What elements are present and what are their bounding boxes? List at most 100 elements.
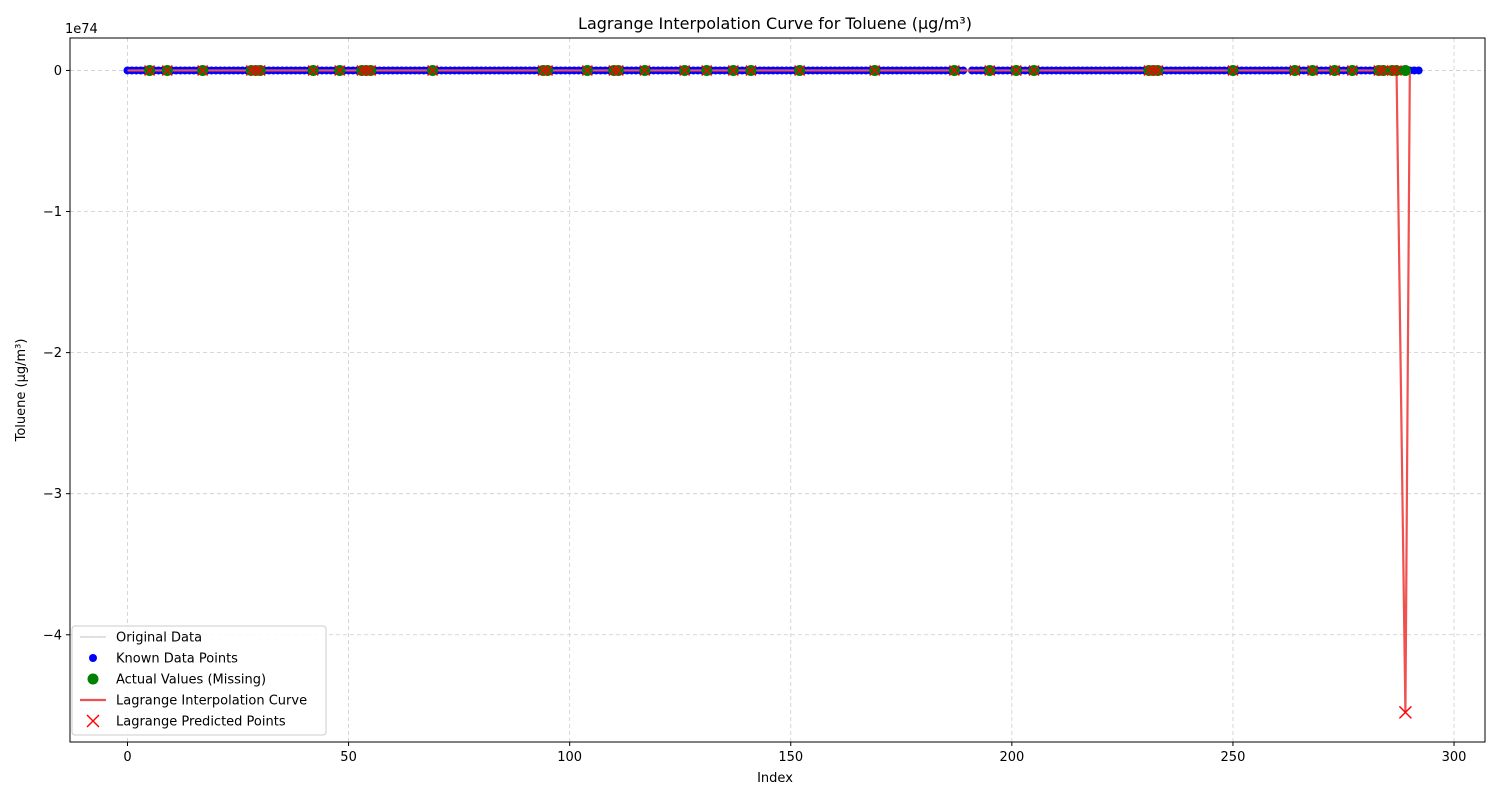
predicted-point <box>1346 64 1358 76</box>
predicted-point <box>365 64 377 76</box>
legend-label: Known Data Points <box>116 652 238 667</box>
predicted-point <box>1329 64 1341 76</box>
predicted-x-stroke <box>365 64 377 76</box>
predicted-point <box>254 64 266 76</box>
predicted-x-stroke <box>1377 64 1389 76</box>
predicted-point <box>1373 64 1385 76</box>
predicted-point <box>612 64 624 76</box>
legend-label: Actual Values (Missing) <box>116 673 266 688</box>
actual-value-point <box>1399 64 1411 76</box>
predicted-x-stroke <box>250 64 262 76</box>
predicted-x-stroke <box>254 64 266 76</box>
predicted-x-stroke <box>1398 705 1412 719</box>
predicted-point <box>1386 64 1398 76</box>
predicted-x-stroke <box>1373 64 1385 76</box>
predicted-point <box>1147 64 1159 76</box>
predicted-x-stroke <box>679 64 691 76</box>
y-axis-label: Toluene (µg/m³) <box>14 339 29 443</box>
predicted-point <box>745 64 757 76</box>
x-tick-label: 200 <box>999 750 1024 765</box>
predicted-x-stroke <box>701 64 713 76</box>
predicted-x-stroke <box>542 64 554 76</box>
predicted-x-stroke <box>1289 64 1301 76</box>
predicted-x-stroke <box>144 64 156 76</box>
predicted-x-stroke <box>1307 64 1319 76</box>
predicted-point <box>1377 64 1389 76</box>
predicted-x-stroke <box>581 64 593 76</box>
predicted-point <box>679 64 691 76</box>
predicted-x-stroke <box>984 64 996 76</box>
y-tick-label: −3 <box>43 487 62 502</box>
predicted-x-stroke <box>1346 64 1358 76</box>
predicted-x-stroke <box>1143 64 1155 76</box>
predicted-point <box>1010 64 1022 76</box>
legend-label: Lagrange Predicted Points <box>116 715 286 730</box>
x-tick-label: 150 <box>778 750 803 765</box>
predicted-x-stroke <box>608 64 620 76</box>
predicted-x-stroke <box>1329 64 1341 76</box>
predicted-x-stroke <box>794 64 806 76</box>
predicted-x-stroke <box>197 64 209 76</box>
legend-marker-actual <box>87 673 99 685</box>
predicted-point <box>360 64 372 76</box>
predicted-x-stroke <box>537 64 549 76</box>
y-axis-ticks: 0 −1 −2 −3 −4 <box>43 64 70 643</box>
predicted-x-stroke <box>1152 64 1164 76</box>
predicted-x-stroke <box>1227 64 1239 76</box>
legend-marker-known <box>89 654 97 662</box>
predicted-x-stroke <box>745 64 757 76</box>
x-tick-label: 300 <box>1442 750 1467 765</box>
predicted-x-stroke <box>307 64 319 76</box>
predicted-point <box>701 64 713 76</box>
data-series <box>123 64 1423 719</box>
predicted-point <box>1227 64 1239 76</box>
x-tick-label: 50 <box>340 750 357 765</box>
predicted-point <box>794 64 806 76</box>
predicted-point <box>1289 64 1301 76</box>
predicted-point <box>1152 64 1164 76</box>
predicted-point <box>537 64 549 76</box>
predicted-x-stroke <box>427 64 439 76</box>
predicted-point <box>334 64 346 76</box>
predicted-x-stroke <box>1386 64 1398 76</box>
lagrange-curve-line <box>127 69 1411 713</box>
predicted-point <box>307 64 319 76</box>
legend-label: Original Data <box>116 631 202 646</box>
chart-title: Lagrange Interpolation Curve for Toluene… <box>578 14 972 33</box>
predicted-point <box>984 64 996 76</box>
predicted-point <box>197 64 209 76</box>
predicted-x-stroke <box>360 64 372 76</box>
x-axis-ticks: 0 50 100 150 200 250 300 <box>123 742 1466 765</box>
predicted-point <box>1307 64 1319 76</box>
y-tick-label: −1 <box>43 205 62 220</box>
predicted-x-stroke <box>612 64 624 76</box>
predicted-x-stroke <box>161 64 173 76</box>
legend-marker-predicted <box>86 714 100 728</box>
predicted-point <box>1028 64 1040 76</box>
predicted-point <box>144 64 156 76</box>
predicted-point <box>427 64 439 76</box>
x-axis-label: Index <box>757 771 793 786</box>
predicted-point <box>161 64 173 76</box>
predicted-point <box>581 64 593 76</box>
predicted-x-stroke <box>1028 64 1040 76</box>
predicted-x-stroke <box>948 64 960 76</box>
legend-label: Lagrange Interpolation Curve <box>116 694 307 709</box>
predicted-point <box>542 64 554 76</box>
y-tick-label: −2 <box>43 346 62 361</box>
predicted-x-stroke <box>334 64 346 76</box>
predicted-point <box>356 64 368 76</box>
predicted-point <box>639 64 651 76</box>
known-data-point <box>1414 66 1423 75</box>
predicted-point <box>869 64 881 76</box>
predicted-x-stroke <box>1147 64 1159 76</box>
predicted-point <box>250 64 262 76</box>
predicted-x-stroke <box>356 64 368 76</box>
y-tick-label: −4 <box>43 628 62 643</box>
predicted-point <box>948 64 960 76</box>
x-tick-label: 0 <box>123 750 131 765</box>
predicted-x-stroke <box>727 64 739 76</box>
predicted-x-stroke <box>1010 64 1022 76</box>
predicted-point <box>245 64 257 76</box>
x-tick-label: 250 <box>1221 750 1246 765</box>
